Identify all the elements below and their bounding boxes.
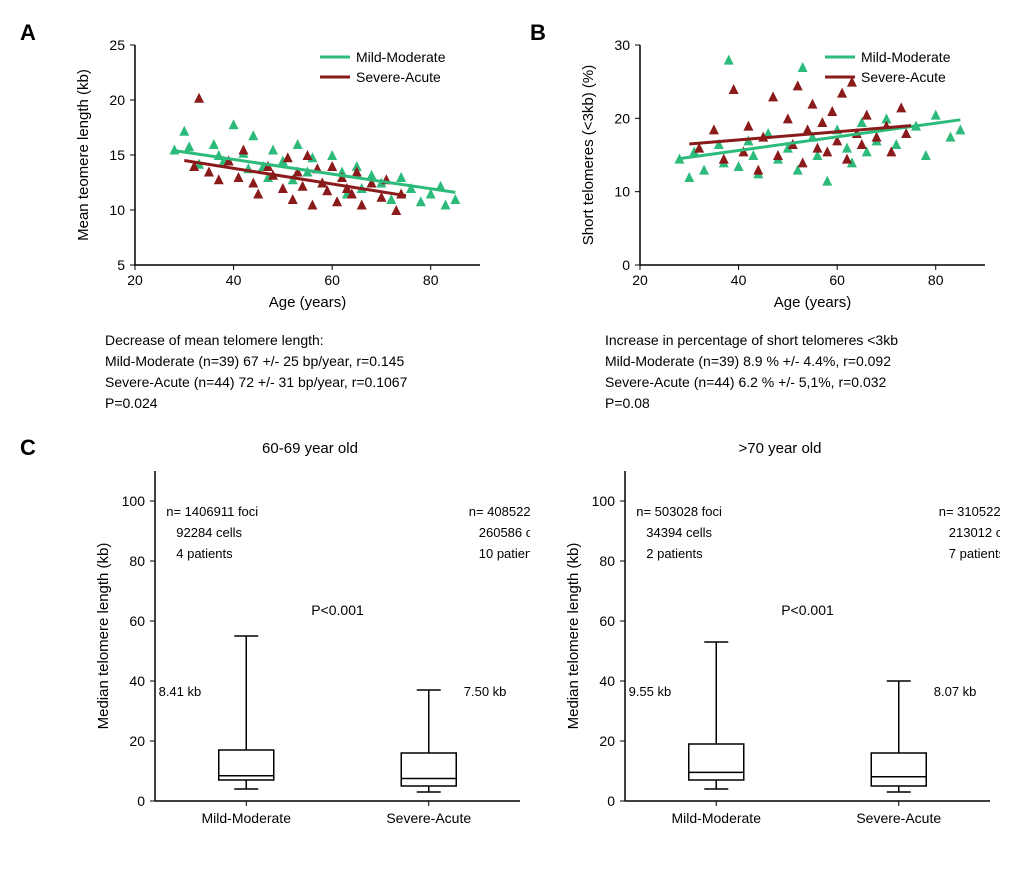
figure: A 20 40 60 80 5 10 15 20 25 Age (years) Mean teome… xyxy=(20,20,1000,863)
stat-line: Severe-Acute (n=44) 72 +/- 31 bp/year, r… xyxy=(105,372,407,393)
stat-line: Decrease of mean telomere length: xyxy=(105,330,407,351)
svg-text:80: 80 xyxy=(129,553,145,569)
box-title-1: 60-69 year old xyxy=(90,440,530,457)
svg-text:15: 15 xyxy=(109,147,125,163)
svg-text:40: 40 xyxy=(731,272,747,288)
svg-text:20: 20 xyxy=(599,733,615,749)
svg-text:n= 4085226 foci: n= 4085226 foci xyxy=(469,504,530,519)
svg-text:8.41 kb: 8.41 kb xyxy=(159,684,202,699)
panel-c-svg-2: 0 20 40 60 80 100 Median telomere length (kb) M… xyxy=(560,461,1000,841)
svg-text:0: 0 xyxy=(137,793,145,809)
svg-text:10: 10 xyxy=(614,184,630,200)
svg-text:40: 40 xyxy=(226,272,242,288)
stat-line: P=0.08 xyxy=(605,393,898,414)
svg-text:Mild-Moderate: Mild-Moderate xyxy=(672,810,762,826)
panel-c-svg-1: 0 20 40 60 80 100 Median telomere length (kb) M… xyxy=(90,461,530,841)
svg-text:213012 cells: 213012 cells xyxy=(949,525,1000,540)
stat-line: Severe-Acute (n=44) 6.2 % +/- 5,1%, r=0.… xyxy=(605,372,898,393)
stat-line: Mild-Moderate (n=39) 8.9 % +/- 4.4%, r=0… xyxy=(605,351,898,372)
svg-text:n= 1406911 foci: n= 1406911 foci xyxy=(166,504,258,519)
svg-text:Mild-Moderate: Mild-Moderate xyxy=(356,49,446,65)
svg-text:2 patients: 2 patients xyxy=(646,546,703,561)
svg-text:Severe-Acute: Severe-Acute xyxy=(856,810,941,826)
svg-text:80: 80 xyxy=(599,553,615,569)
svg-text:n= 3105225 foci: n= 3105225 foci xyxy=(939,504,1000,519)
svg-text:Severe-Acute: Severe-Acute xyxy=(356,69,441,85)
panel-b-stats: Increase in percentage of short telomere… xyxy=(605,330,898,414)
panel-b-scatter: 20 40 60 80 0 10 20 30 Age (years) Short telomere… xyxy=(575,35,995,315)
svg-text:60: 60 xyxy=(599,613,615,629)
svg-text:Median telomere length (kb): Median telomere length (kb) xyxy=(95,543,112,730)
svg-text:25: 25 xyxy=(109,37,125,53)
svg-text:100: 100 xyxy=(122,493,146,509)
panel-b-svg: 20 40 60 80 0 10 20 30 Age (years) Short telomere… xyxy=(575,35,995,315)
svg-text:10: 10 xyxy=(109,202,125,218)
svg-text:Mild-Moderate: Mild-Moderate xyxy=(861,49,951,65)
svg-text:40: 40 xyxy=(129,673,145,689)
stat-line: Mild-Moderate (n=39) 67 +/- 25 bp/year, … xyxy=(105,351,407,372)
panel-c-box1: 60-69 year old 0 20 40 60 80 100 Median telome… xyxy=(90,440,530,846)
svg-text:60: 60 xyxy=(829,272,845,288)
svg-text:0: 0 xyxy=(607,793,615,809)
svg-text:0: 0 xyxy=(622,257,630,273)
svg-text:Severe-Acute: Severe-Acute xyxy=(861,69,946,85)
svg-text:n= 503028 foci: n= 503028 foci xyxy=(636,504,722,519)
svg-text:60: 60 xyxy=(324,272,340,288)
svg-text:5: 5 xyxy=(117,257,125,273)
svg-text:9.55 kb: 9.55 kb xyxy=(629,684,672,699)
svg-text:P<0.001: P<0.001 xyxy=(781,602,834,618)
svg-text:20: 20 xyxy=(632,272,648,288)
svg-text:8.07 kb: 8.07 kb xyxy=(934,684,977,699)
svg-text:4 patients: 4 patients xyxy=(176,546,233,561)
panel-b-label: B xyxy=(530,20,546,46)
svg-text:Mild-Moderate: Mild-Moderate xyxy=(202,810,292,826)
box-title-2: >70 year old xyxy=(560,440,1000,457)
svg-text:80: 80 xyxy=(423,272,439,288)
svg-text:7.50 kb: 7.50 kb xyxy=(464,684,507,699)
svg-text:Short telomeres (<3kb) (%): Short telomeres (<3kb) (%) xyxy=(580,65,597,245)
svg-text:20: 20 xyxy=(127,272,143,288)
panel-c-label: C xyxy=(20,435,36,461)
svg-text:Age (years): Age (years) xyxy=(269,294,347,311)
svg-text:60: 60 xyxy=(129,613,145,629)
svg-text:20: 20 xyxy=(129,733,145,749)
svg-text:Age (years): Age (years) xyxy=(774,294,852,311)
svg-text:40: 40 xyxy=(599,673,615,689)
svg-text:100: 100 xyxy=(592,493,616,509)
svg-text:7 patients: 7 patients xyxy=(949,546,1000,561)
svg-text:P<0.001: P<0.001 xyxy=(311,602,364,618)
svg-text:Mean teomere length (kb): Mean teomere length (kb) xyxy=(75,69,92,241)
svg-text:10 patients: 10 patients xyxy=(479,546,530,561)
svg-text:92284 cells: 92284 cells xyxy=(176,525,242,540)
svg-text:Median telomere length (kb): Median telomere length (kb) xyxy=(565,543,582,730)
svg-text:30: 30 xyxy=(614,37,630,53)
panel-a-scatter: 20 40 60 80 5 10 15 20 25 Age (years) Mean teomere… xyxy=(70,35,490,315)
panel-a-svg: 20 40 60 80 5 10 15 20 25 Age (years) Mean teomere… xyxy=(70,35,490,315)
stat-line: P=0.024 xyxy=(105,393,407,414)
panel-a-label: A xyxy=(20,20,36,46)
svg-text:80: 80 xyxy=(928,272,944,288)
panel-c-box2: >70 year old 0 20 40 60 80 100 Median telomere… xyxy=(560,440,1000,846)
svg-text:260586 cells: 260586 cells xyxy=(479,525,530,540)
svg-text:20: 20 xyxy=(614,110,630,126)
svg-text:Severe-Acute: Severe-Acute xyxy=(386,810,471,826)
svg-text:34394 cells: 34394 cells xyxy=(646,525,712,540)
svg-text:20: 20 xyxy=(109,92,125,108)
panel-a-stats: Decrease of mean telomere length: Mild-M… xyxy=(105,330,407,414)
stat-line: Increase in percentage of short telomere… xyxy=(605,330,898,351)
